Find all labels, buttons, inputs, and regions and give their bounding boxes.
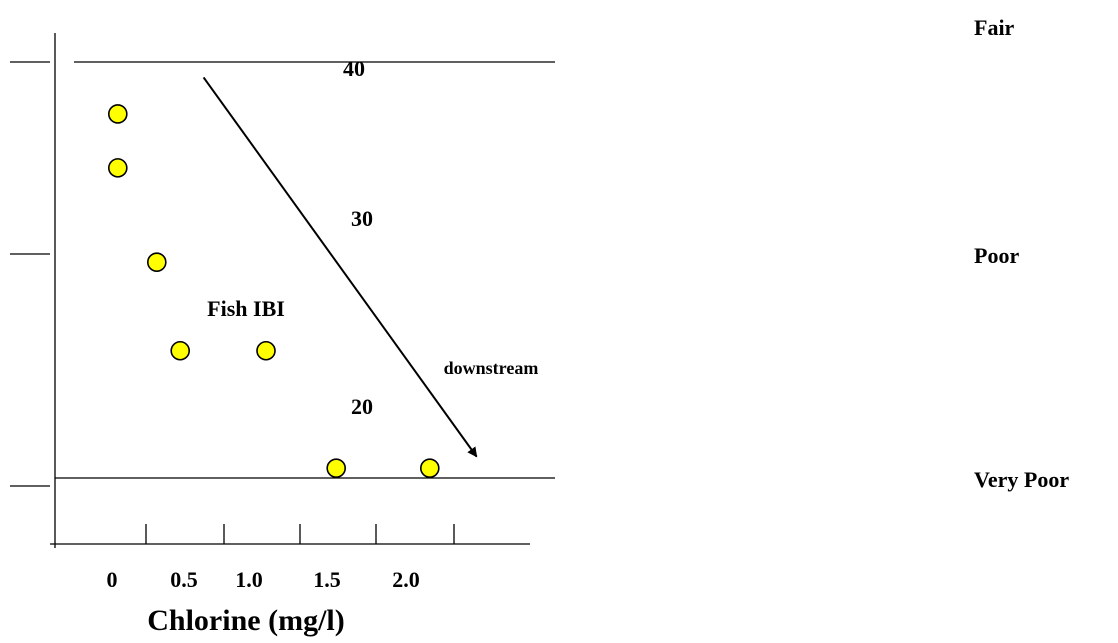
data-point-7: [419, 458, 440, 478]
y-tick-label-40: 40: [343, 56, 365, 81]
data-points: [108, 104, 440, 478]
x-tick-label-0.5: 0.5: [170, 567, 198, 592]
downstream-arrow: [202, 76, 478, 458]
annotation-downstream: downstream: [444, 358, 539, 378]
zone-label-very-poor: Very Poor: [974, 467, 1069, 492]
zone-label-fair: Fair: [974, 15, 1015, 40]
y-axis-label: Fish IBI: [207, 296, 285, 321]
x-tick-label-2.0: 2.0: [392, 567, 420, 592]
data-point-4: [170, 340, 190, 361]
x-tick-label-1.0: 1.0: [235, 567, 263, 592]
y-tick-label-30: 30: [351, 206, 373, 231]
y-tick-label-20: 20: [351, 394, 373, 419]
x-tick-label-1.5: 1.5: [313, 567, 341, 592]
data-point-1: [108, 104, 128, 124]
x-tick-label-0: 0: [107, 567, 118, 592]
x-axis-label: Chlorine (mg/l): [147, 604, 344, 637]
data-point-3: [147, 252, 167, 273]
data-point-2: [108, 158, 128, 178]
data-point-6: [326, 458, 347, 478]
zone-label-poor: Poor: [974, 243, 1019, 268]
data-point-5: [256, 340, 276, 361]
